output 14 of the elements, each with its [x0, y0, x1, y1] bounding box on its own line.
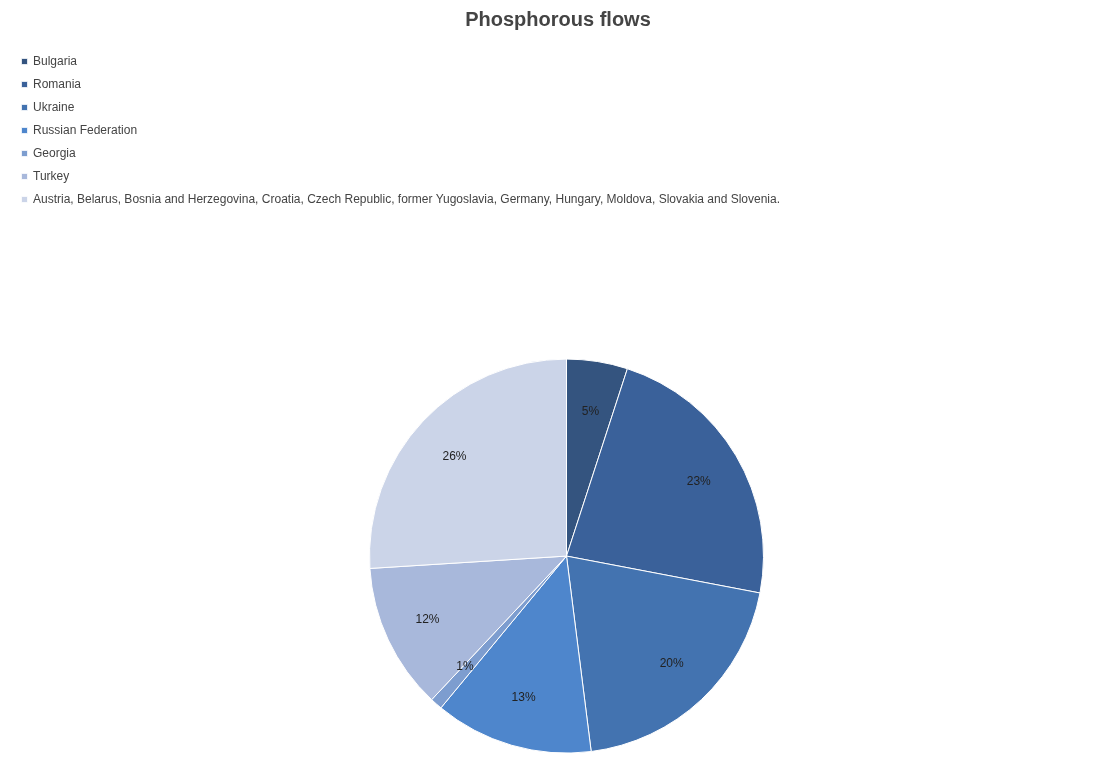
legend-label: Georgia — [33, 146, 76, 160]
data-label: 20% — [659, 656, 685, 671]
chart-title: Phosphorous flows — [465, 7, 651, 30]
legend-label: Bulgaria — [33, 54, 78, 68]
data-label: 23% — [686, 474, 712, 489]
legend-label: Russian Federation — [33, 123, 138, 137]
legend-label: Austria, Belarus, Bosnia and Herzegovina, Croatia, Czech Republic, former Yugoslavia, Germany, Hungary, Moldova, Slovakia and Slovenia. — [33, 192, 781, 206]
data-label: 26% — [442, 448, 467, 463]
legend-label: Ukraine — [33, 100, 75, 114]
data-label: 5% — [581, 404, 600, 419]
data-label: 12% — [415, 611, 440, 626]
legend-label: Turkey — [33, 169, 70, 183]
legend-label: Romania — [33, 77, 82, 91]
data-label: 13% — [511, 690, 536, 705]
